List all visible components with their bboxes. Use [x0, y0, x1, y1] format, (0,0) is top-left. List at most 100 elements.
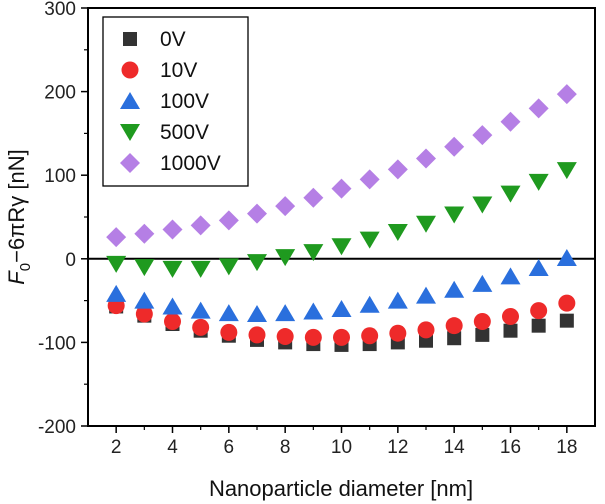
data-point — [218, 304, 239, 322]
y-tick-label: 100 — [44, 166, 76, 187]
x-tick-label: 18 — [556, 437, 577, 458]
data-point — [106, 255, 127, 273]
data-point — [472, 274, 493, 292]
data-point — [248, 326, 266, 344]
data-point — [275, 249, 296, 267]
data-point — [164, 313, 181, 330]
data-point — [331, 178, 352, 199]
data-point — [190, 215, 211, 236]
data-point — [445, 317, 463, 335]
plot-area — [87, 7, 596, 427]
data-layer — [106, 84, 577, 352]
y-tick-label: 200 — [44, 83, 76, 104]
data-point — [192, 318, 210, 336]
data-point — [135, 305, 153, 323]
data-point — [444, 136, 465, 157]
data-point — [416, 148, 436, 169]
data-point — [387, 224, 408, 242]
data-point — [303, 302, 324, 320]
y-axis: -200 -100 0 100 200 300 — [38, 0, 88, 438]
y-tick-label: -100 — [38, 333, 76, 354]
data-point — [134, 291, 155, 309]
y-axis-title-main: F — [4, 270, 29, 285]
x-tick-label: 16 — [500, 437, 521, 458]
x-tick-label: 6 — [224, 437, 235, 458]
data-point — [530, 302, 548, 320]
legend-label: 100V — [160, 90, 209, 113]
data-point — [275, 304, 296, 322]
x-tick-label: 10 — [331, 437, 352, 458]
data-point — [444, 280, 465, 298]
data-point — [134, 259, 155, 277]
data-point — [559, 313, 574, 328]
data-point — [220, 323, 238, 341]
y-tick-label: 0 — [65, 250, 76, 271]
data-point — [333, 328, 350, 346]
x-tick-label: 12 — [387, 437, 408, 458]
data-point — [304, 328, 322, 346]
data-point — [558, 294, 576, 312]
data-point — [472, 196, 493, 214]
series-500V — [106, 162, 577, 278]
y-tick-label: -200 — [38, 417, 76, 438]
data-point — [106, 284, 127, 302]
data-point — [502, 307, 519, 325]
legend-label: 500V — [160, 121, 209, 144]
x-tick-label: 2 — [111, 437, 122, 458]
data-point — [417, 321, 435, 339]
data-point — [500, 111, 521, 132]
data-point — [303, 187, 324, 208]
data-point — [247, 254, 267, 272]
data-point — [556, 162, 577, 180]
data-point — [303, 244, 324, 262]
data-point — [416, 215, 436, 233]
data-point — [473, 313, 491, 330]
data-point — [106, 227, 127, 248]
legend-label: 1000V — [160, 152, 221, 175]
series-1000V — [106, 84, 577, 248]
data-point — [218, 210, 239, 231]
data-point — [134, 223, 155, 244]
data-point — [472, 125, 493, 146]
data-point — [503, 323, 518, 338]
data-point — [162, 297, 183, 315]
data-point — [276, 328, 294, 346]
data-point — [359, 231, 380, 249]
data-point — [387, 159, 408, 180]
legend-marker — [120, 92, 140, 109]
data-point — [331, 238, 352, 256]
x-tick-label: 8 — [280, 437, 291, 458]
data-point — [247, 304, 267, 322]
data-point — [331, 299, 352, 317]
legend: 0V 10V 100V 500V 1000V — [102, 16, 249, 187]
data-point — [531, 318, 546, 333]
data-point — [556, 84, 577, 105]
data-point — [528, 258, 549, 276]
data-point — [444, 206, 465, 224]
legend-marker — [120, 153, 140, 173]
y-axis-title-sub: 0 — [17, 263, 34, 271]
data-point — [275, 196, 296, 217]
data-point — [190, 301, 211, 319]
data-point — [162, 260, 183, 278]
data-point — [556, 248, 577, 266]
data-point — [387, 291, 408, 309]
data-point — [447, 331, 462, 346]
x-axis: 2 4 6 8 10 12 14 16 18 — [111, 426, 577, 458]
data-point — [361, 327, 379, 345]
x-axis-title: Nanoparticle diameter [nm] — [209, 476, 473, 501]
data-point — [162, 219, 183, 240]
data-point — [528, 98, 549, 119]
x-tick-label: 14 — [444, 437, 466, 458]
data-point — [475, 327, 490, 342]
data-point — [218, 258, 239, 276]
x-tick-label: 4 — [167, 437, 178, 458]
legend-marker — [123, 32, 137, 46]
legend-label: 10V — [160, 59, 197, 82]
data-point — [247, 203, 267, 224]
legend-marker — [120, 124, 140, 141]
legend-marker — [121, 61, 139, 79]
data-point — [500, 267, 521, 285]
y-tick-label: 300 — [44, 0, 76, 20]
